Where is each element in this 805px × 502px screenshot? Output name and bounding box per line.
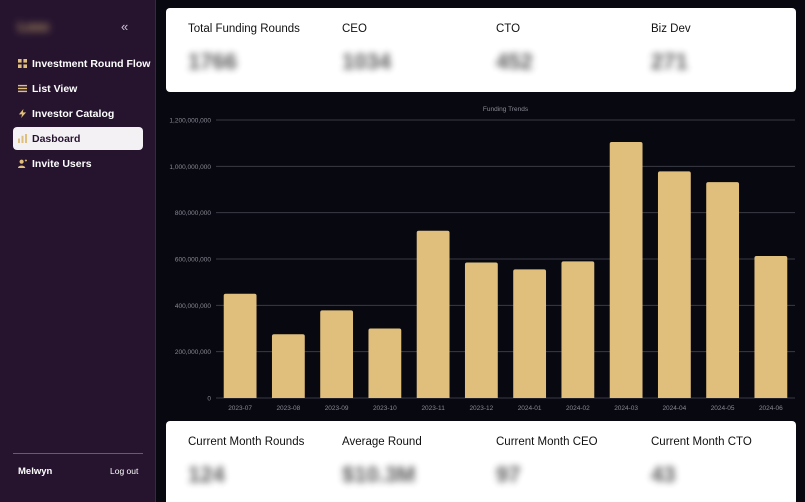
y-tick-label: 400,000,000 bbox=[175, 303, 212, 310]
sidebar-item-dashboard[interactable]: Dasboard bbox=[13, 127, 143, 150]
stat-label: Current Month Rounds bbox=[188, 436, 305, 448]
funding-trends-chart: Funding Trends 0 200,000,000 400,000,000 600… bbox=[158, 100, 805, 418]
x-tick-label: 2024-02 bbox=[566, 405, 590, 412]
stat-biz-dev: Biz Dev 271 bbox=[651, 23, 801, 75]
x-tick-label: 2023-08 bbox=[276, 405, 300, 412]
stat-label: Current Month CTO bbox=[651, 436, 752, 448]
x-tick-label: 2024-01 bbox=[518, 405, 542, 412]
sidebar-item-label: Dasboard bbox=[32, 132, 81, 145]
stat-current-month-cto: Current Month CTO 43 bbox=[651, 436, 801, 488]
sidebar-item-investor-catalog[interactable]: Investor Catalog bbox=[13, 102, 143, 125]
sidebar-item-investment-round-flow[interactable]: Investment Round Flow bbox=[13, 52, 150, 75]
sidebar-item-label: List View bbox=[32, 82, 78, 95]
y-tick-label: 200,000,000 bbox=[175, 349, 212, 356]
bolt-icon bbox=[18, 109, 27, 118]
stat-current-month-rounds: Current Month Rounds 124 bbox=[188, 436, 338, 488]
stat-label: CTO bbox=[496, 23, 521, 35]
stat-value: $10.3M bbox=[342, 462, 416, 487]
list-icon bbox=[18, 84, 27, 93]
bar bbox=[368, 328, 402, 398]
sidebar-item-label: Investment Round Flow bbox=[32, 57, 151, 70]
sidebar-item-invite-users[interactable]: Invite Users bbox=[13, 152, 143, 175]
stat-value: 452 bbox=[496, 49, 533, 74]
user-add-icon bbox=[18, 159, 27, 168]
sidebar-item-list-view[interactable]: List View bbox=[13, 77, 143, 100]
logout-button[interactable]: Log out bbox=[110, 466, 139, 476]
sidebar-item-label: Investor Catalog bbox=[32, 107, 115, 120]
app-logo[interactable]: Loxo bbox=[18, 19, 50, 34]
sidebar-nav: Investment Round Flow List View Investor… bbox=[13, 52, 150, 177]
grid-icon bbox=[18, 59, 27, 68]
chart-title: Funding Trends bbox=[483, 106, 529, 113]
stat-label: Current Month CEO bbox=[496, 436, 598, 448]
y-tick-label: 0 bbox=[207, 396, 211, 403]
y-tick-label: 1,000,000,000 bbox=[169, 164, 211, 171]
sidebar-item-label: Invite Users bbox=[32, 157, 92, 170]
x-tick-label: 2024-03 bbox=[614, 405, 638, 412]
bar bbox=[320, 310, 354, 398]
bar bbox=[223, 293, 257, 398]
bar bbox=[271, 334, 305, 398]
bar bbox=[657, 171, 691, 398]
bar-chart-icon bbox=[18, 134, 27, 143]
summary-stats-card: Total Funding Rounds 1766 CEO 1034 CTO 4… bbox=[166, 8, 796, 92]
stat-value: 271 bbox=[651, 49, 688, 74]
y-tick-label: 1,200,000,000 bbox=[169, 118, 211, 125]
collapse-sidebar-icon[interactable]: « bbox=[121, 19, 129, 34]
stat-current-month-ceo: Current Month CEO 97 bbox=[496, 436, 646, 488]
x-tick-label: 2023-10 bbox=[373, 405, 397, 412]
x-tick-label: 2024-06 bbox=[759, 405, 783, 412]
stat-cto: CTO 452 bbox=[496, 23, 646, 75]
funding-trends-chart-svg: Funding Trends 0 200,000,000 400,000,000 600… bbox=[169, 106, 795, 412]
x-tick-label: 2024-04 bbox=[662, 405, 686, 412]
bar bbox=[609, 142, 643, 398]
sidebar: Loxo « Investment Round Flow List View I… bbox=[0, 0, 156, 502]
stat-label: Total Funding Rounds bbox=[188, 23, 300, 35]
stat-average-round: Average Round $10.3M bbox=[342, 436, 492, 488]
bar bbox=[513, 269, 547, 398]
stat-value: 1766 bbox=[188, 49, 237, 74]
bar bbox=[754, 255, 788, 398]
sidebar-divider bbox=[13, 453, 143, 454]
x-tick-label: 2024-05 bbox=[711, 405, 735, 412]
monthly-stats-card: Current Month Rounds 124 Average Round $… bbox=[166, 421, 796, 502]
stat-value: 124 bbox=[188, 462, 225, 487]
y-tick-label: 800,000,000 bbox=[175, 210, 212, 217]
x-tick-label: 2023-07 bbox=[228, 405, 252, 412]
bar bbox=[706, 182, 740, 398]
stat-value: 43 bbox=[651, 462, 676, 487]
user-name: Melwyn bbox=[18, 466, 53, 477]
stat-label: Average Round bbox=[342, 436, 422, 448]
stat-value: 97 bbox=[496, 462, 521, 487]
stat-ceo: CEO 1034 bbox=[342, 23, 492, 75]
bar bbox=[561, 261, 595, 398]
y-tick-label: 600,000,000 bbox=[175, 257, 212, 264]
bar bbox=[464, 262, 498, 398]
x-tick-label: 2023-11 bbox=[421, 405, 445, 412]
x-tick-label: 2023-09 bbox=[325, 405, 349, 412]
stat-value: 1034 bbox=[342, 49, 391, 74]
stat-label: Biz Dev bbox=[651, 23, 691, 35]
x-tick-label: 2023-12 bbox=[469, 405, 493, 412]
stat-label: CEO bbox=[342, 23, 367, 35]
bar bbox=[416, 230, 450, 398]
stat-total-funding-rounds: Total Funding Rounds 1766 bbox=[188, 23, 338, 75]
